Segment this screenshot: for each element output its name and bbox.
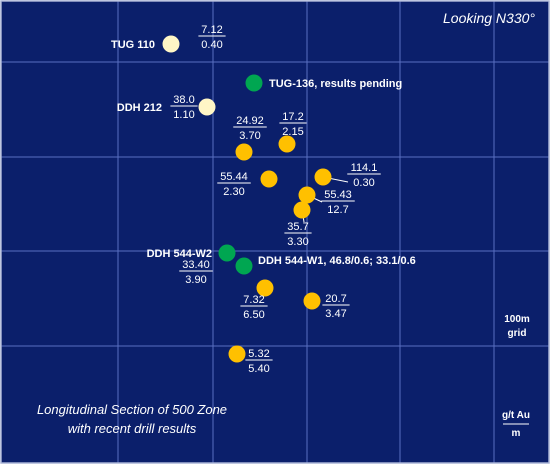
grade-value: 55.44 (220, 171, 248, 183)
interval-width-value: 1.10 (173, 109, 194, 121)
interval-width-value: 5.40 (248, 363, 269, 375)
grade-value: 24.92 (236, 115, 264, 127)
section-title: Longitudinal Section of 500 Zone (37, 402, 227, 417)
drill-hole-marker-pale (162, 35, 180, 53)
view-direction-label: Looking N330° (443, 10, 535, 26)
grade-value: 17.2 (282, 111, 303, 123)
section-subtitle: with recent drill results (68, 421, 197, 436)
interval-width-value: 0.30 (353, 177, 374, 189)
drill-hole-marker-result (298, 186, 316, 204)
grade-value: 55.43 (324, 189, 352, 201)
drill-hole-labels: TUG 110 7.12 0.40 TUG-136, results pending D… (111, 24, 416, 375)
drill-hole-marker-result (228, 345, 246, 363)
grade-value: 35.7 (287, 221, 308, 233)
grade-value: 38.0 (173, 94, 194, 106)
drill-hole-marker-result (303, 292, 321, 310)
interval-width-value: 3.30 (287, 236, 308, 248)
grid-scale-label: 100m (504, 314, 530, 325)
grade-value: 7.12 (201, 24, 222, 36)
interval-width-value: 2.15 (282, 126, 303, 138)
drill-hole-name: TUG 110 (111, 39, 155, 51)
drill-hole-name: DDH 544-W2 (147, 248, 212, 260)
drill-hole-name: DDH 212 (117, 102, 162, 114)
grade-value: 33.40 (182, 259, 210, 271)
grid-scale-label-2: grid (508, 328, 527, 339)
drill-hole-marker-result (314, 168, 332, 186)
drill-hole-name: TUG-136, results pending (269, 78, 402, 90)
drill-hole-markers (162, 35, 332, 363)
drill-hole-marker-pending (235, 257, 253, 275)
grade-value: 114.1 (351, 162, 378, 174)
drill-hole-marker-result (293, 201, 311, 219)
interval-width-value: 3.47 (325, 308, 346, 320)
drill-hole-marker-pending (218, 244, 236, 262)
drill-hole-name: DDH 544-W1, 46.8/0.6; 33.1/0.6 (258, 255, 416, 267)
interval-width-value: 6.50 (243, 309, 264, 321)
units-length-label: m (512, 428, 521, 439)
interval-width-value: 12.7 (327, 204, 348, 216)
units-grade-label: g/t Au (502, 410, 530, 421)
drill-hole-marker-result (278, 135, 296, 153)
interval-width-value: 3.90 (185, 274, 206, 286)
grade-value: 7.32 (243, 294, 264, 306)
interval-width-value: 2.30 (223, 186, 244, 198)
drill-hole-marker-result (260, 170, 278, 188)
grade-value: 20.7 (325, 293, 346, 305)
interval-width-value: 3.70 (239, 130, 260, 142)
grade-value: 5.32 (248, 348, 269, 360)
drill-hole-marker-pending (245, 74, 263, 92)
drill-hole-marker-result (256, 279, 274, 297)
drill-hole-marker-pale (198, 98, 216, 116)
interval-width-value: 0.40 (201, 39, 222, 51)
drill-hole-marker-result (235, 143, 253, 161)
